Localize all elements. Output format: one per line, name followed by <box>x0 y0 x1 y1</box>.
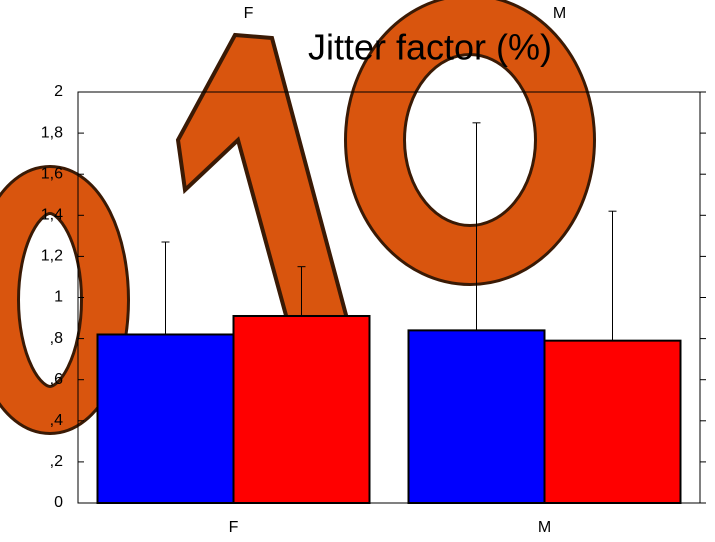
y-tick-label: 1,2 <box>41 248 63 265</box>
y-tick-label: 2 <box>54 83 63 100</box>
x2-tick-label: M <box>553 5 566 22</box>
y-tick-label: 1 <box>54 289 63 306</box>
decor-zero <box>0 168 127 432</box>
y-tick-label: 1,4 <box>41 207 63 224</box>
y-tick-label: 1,8 <box>41 124 63 141</box>
chart-title: Jitter factor (%) <box>308 27 552 68</box>
y-tick-label: 1,6 <box>41 165 63 182</box>
y-tick-label: ,4 <box>50 412 63 429</box>
x-tick-label: M <box>538 519 551 536</box>
background-decoration <box>0 0 596 435</box>
x2-tick-label: F <box>244 5 254 22</box>
decor-one <box>175 32 353 332</box>
y-tick-label: ,2 <box>50 453 63 470</box>
y-tick-label: ,8 <box>50 330 63 347</box>
y-tick-label: ,6 <box>50 371 63 388</box>
y-tick-label: 0 <box>54 494 63 511</box>
bar <box>407 329 546 504</box>
bar <box>232 314 371 504</box>
x-tick-label: F <box>229 519 239 536</box>
bar <box>96 333 235 504</box>
decor-zero-2 <box>347 0 593 283</box>
bar <box>543 339 682 504</box>
